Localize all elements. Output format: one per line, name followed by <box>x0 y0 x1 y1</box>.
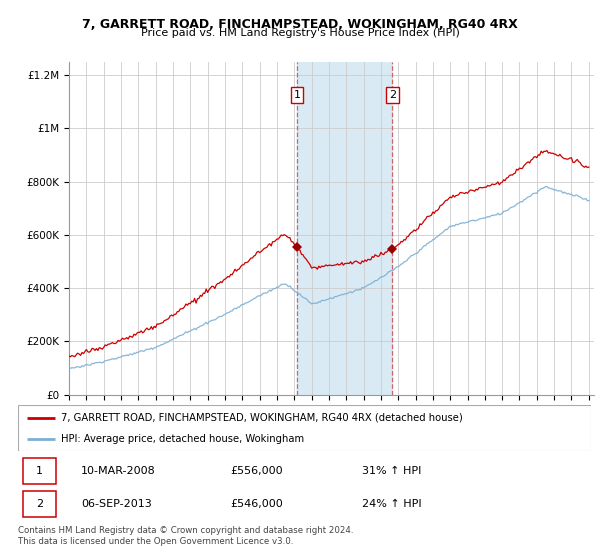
Text: 10-MAR-2008: 10-MAR-2008 <box>81 466 156 477</box>
Bar <box>23 491 56 517</box>
Text: 2: 2 <box>389 90 396 100</box>
Text: £546,000: £546,000 <box>230 499 283 509</box>
Bar <box>23 459 56 484</box>
Text: 7, GARRETT ROAD, FINCHAMPSTEAD, WOKINGHAM, RG40 4RX (detached house): 7, GARRETT ROAD, FINCHAMPSTEAD, WOKINGHA… <box>61 413 463 423</box>
Text: 7, GARRETT ROAD, FINCHAMPSTEAD, WOKINGHAM, RG40 4RX: 7, GARRETT ROAD, FINCHAMPSTEAD, WOKINGHA… <box>82 18 518 31</box>
Text: 31% ↑ HPI: 31% ↑ HPI <box>362 466 421 477</box>
Text: Contains HM Land Registry data © Crown copyright and database right 2024.
This d: Contains HM Land Registry data © Crown c… <box>18 526 353 546</box>
Text: 1: 1 <box>293 90 301 100</box>
Text: £556,000: £556,000 <box>230 466 283 477</box>
Text: 06-SEP-2013: 06-SEP-2013 <box>81 499 152 509</box>
Text: 2: 2 <box>35 499 43 509</box>
Text: 24% ↑ HPI: 24% ↑ HPI <box>362 499 421 509</box>
Text: 1: 1 <box>36 466 43 477</box>
Bar <box>297 62 392 395</box>
Text: HPI: Average price, detached house, Wokingham: HPI: Average price, detached house, Woki… <box>61 435 304 444</box>
Text: Price paid vs. HM Land Registry's House Price Index (HPI): Price paid vs. HM Land Registry's House … <box>140 28 460 38</box>
